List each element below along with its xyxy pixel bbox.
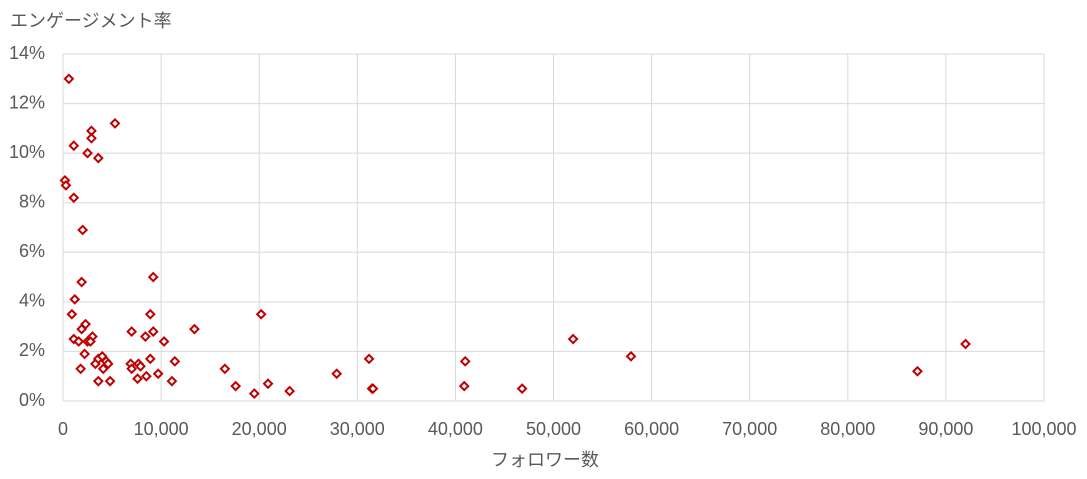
data-point [104, 375, 116, 387]
data-point [363, 353, 375, 365]
data-point [189, 323, 200, 335]
data-point [79, 348, 90, 360]
data-point [147, 271, 159, 283]
data-point [367, 383, 379, 395]
data-point [262, 378, 274, 390]
data-point [102, 358, 114, 370]
data-point [77, 224, 89, 236]
y-tick-label: 6% [19, 241, 45, 261]
data-point [76, 323, 88, 335]
data-point [625, 350, 637, 362]
data-point [516, 383, 528, 395]
data-point [458, 380, 470, 392]
data-point [75, 363, 87, 375]
data-point [144, 308, 156, 320]
x-axis-title: フォロワー数 [491, 450, 599, 470]
data-point [76, 276, 88, 288]
data-point [248, 388, 260, 399]
data-point [158, 336, 170, 347]
x-tick-label: 60,000 [624, 419, 679, 439]
data-point [82, 147, 93, 159]
data-point [92, 152, 104, 164]
data-point [92, 375, 104, 387]
x-tick-label: 30,000 [330, 419, 385, 439]
x-tick-label: 80,000 [820, 419, 875, 439]
data-point [132, 373, 143, 385]
data-point [567, 333, 579, 345]
y-tick-label: 12% [9, 92, 45, 112]
x-tick-label: 70,000 [722, 419, 777, 439]
x-tick-label: 10,000 [134, 419, 189, 439]
data-point [68, 192, 80, 204]
data-point [255, 308, 267, 320]
data-point [166, 375, 178, 387]
y-tick-label: 2% [19, 340, 45, 360]
data-point [230, 380, 242, 392]
data-point [284, 385, 296, 397]
data-point [86, 132, 97, 144]
data-point [152, 368, 164, 380]
x-tick-label: 40,000 [428, 419, 483, 439]
data-point [960, 338, 971, 350]
x-tick-label: 90,000 [918, 419, 973, 439]
data-point [139, 331, 151, 342]
data-point [144, 353, 156, 365]
data-point [126, 363, 138, 375]
data-point [459, 355, 471, 367]
data-point [97, 363, 109, 375]
y-tick-label: 14% [9, 43, 45, 63]
data-point [60, 179, 72, 191]
x-tick-label: 20,000 [232, 419, 287, 439]
data-point [126, 326, 138, 338]
x-tick-label: 100,000 [1011, 419, 1076, 439]
data-point [140, 370, 152, 382]
data-point [66, 308, 78, 320]
y-axis-title: エンゲージメント率 [10, 11, 172, 31]
data-point [169, 355, 181, 367]
data-point [147, 326, 159, 338]
data-point [69, 293, 81, 305]
data-point [63, 73, 75, 85]
data-point [109, 117, 121, 129]
data-point [219, 363, 231, 375]
y-tick-label: 10% [9, 142, 45, 162]
data-point [331, 368, 343, 380]
x-tick-label: 50,000 [526, 419, 581, 439]
x-tick-label: 0 [58, 419, 68, 439]
data-point [68, 140, 80, 152]
y-tick-label: 0% [19, 390, 45, 410]
data-point [73, 336, 85, 347]
data-point [85, 336, 96, 347]
data-point [912, 365, 923, 377]
y-tick-label: 4% [19, 291, 45, 311]
y-tick-label: 8% [19, 191, 45, 211]
data-point [135, 360, 146, 372]
